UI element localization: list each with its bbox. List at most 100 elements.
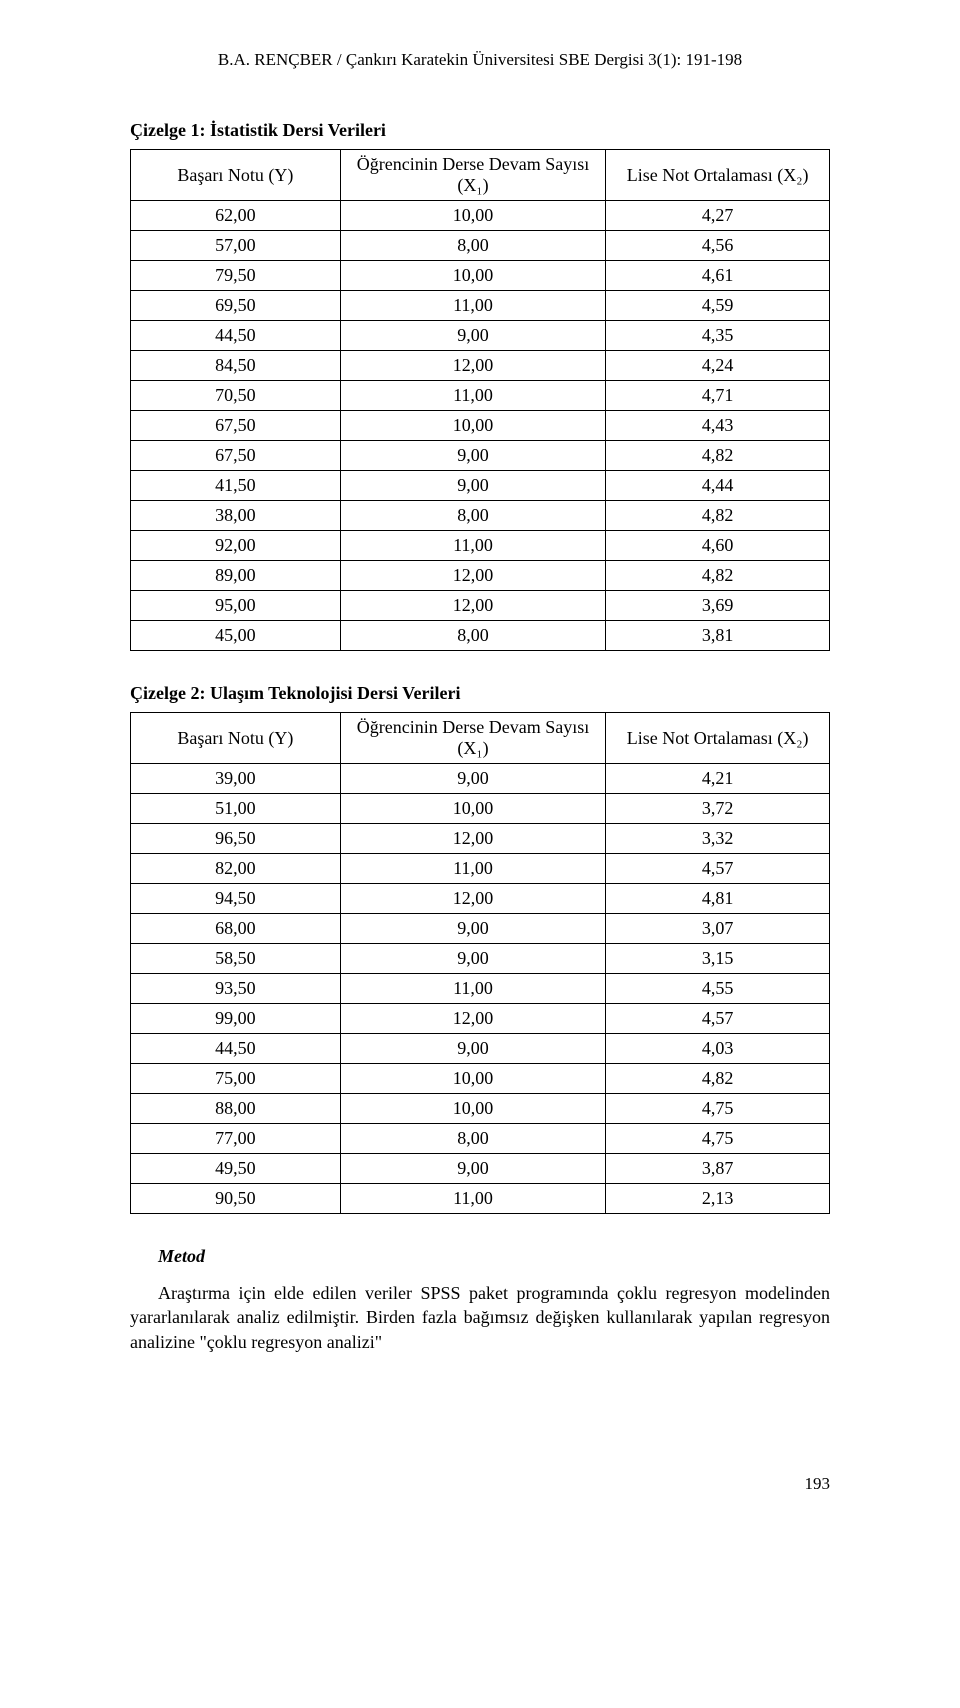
table-cell: 70,50 xyxy=(131,381,341,411)
table2-caption: Çizelge 2: Ulaşım Teknolojisi Dersi Veri… xyxy=(130,683,830,704)
table-cell: 4,03 xyxy=(606,1034,830,1064)
table-cell: 11,00 xyxy=(340,974,606,1004)
table-cell: 4,21 xyxy=(606,764,830,794)
table-cell: 4,35 xyxy=(606,321,830,351)
table2-header-row: Başarı Notu (Y) Öğrencinin Derse Devam S… xyxy=(131,713,830,764)
table-cell: 3,72 xyxy=(606,794,830,824)
table-cell: 38,00 xyxy=(131,501,341,531)
table-cell: 10,00 xyxy=(340,794,606,824)
table-cell: 8,00 xyxy=(340,621,606,651)
table-cell: 12,00 xyxy=(340,561,606,591)
table-cell: 4,75 xyxy=(606,1094,830,1124)
table-cell: 12,00 xyxy=(340,1004,606,1034)
table-cell: 4,24 xyxy=(606,351,830,381)
table-cell: 11,00 xyxy=(340,291,606,321)
table-cell: 90,50 xyxy=(131,1184,341,1214)
table-cell: 4,57 xyxy=(606,1004,830,1034)
table-cell: 3,81 xyxy=(606,621,830,651)
table2: Başarı Notu (Y) Öğrencinin Derse Devam S… xyxy=(130,712,830,1214)
table-cell: 88,00 xyxy=(131,1094,341,1124)
table-cell: 92,00 xyxy=(131,531,341,561)
table-cell: 10,00 xyxy=(340,201,606,231)
table-cell: 45,00 xyxy=(131,621,341,651)
table-cell: 12,00 xyxy=(340,591,606,621)
table-cell: 3,15 xyxy=(606,944,830,974)
table-cell: 9,00 xyxy=(340,321,606,351)
table-row: 67,5010,004,43 xyxy=(131,411,830,441)
table-cell: 12,00 xyxy=(340,824,606,854)
method-paragraph: Araştırma için elde edilen veriler SPSS … xyxy=(130,1281,830,1354)
table-row: 99,0012,004,57 xyxy=(131,1004,830,1034)
table-cell: 11,00 xyxy=(340,1184,606,1214)
table1-header-row: Başarı Notu (Y) Öğrencinin Derse Devam S… xyxy=(131,150,830,201)
table-row: 94,5012,004,81 xyxy=(131,884,830,914)
table-cell: 4,82 xyxy=(606,501,830,531)
table-row: 62,0010,004,27 xyxy=(131,201,830,231)
table-cell: 57,00 xyxy=(131,231,341,261)
table-row: 69,5011,004,59 xyxy=(131,291,830,321)
table2-col-header-1: Öğrencinin Derse Devam Sayısı (X₁) xyxy=(340,713,606,764)
table1-col-header-0: Başarı Notu (Y) xyxy=(131,150,341,201)
table-row: 70,5011,004,71 xyxy=(131,381,830,411)
method-title: Metod xyxy=(158,1246,830,1267)
table-row: 45,008,003,81 xyxy=(131,621,830,651)
table1: Başarı Notu (Y) Öğrencinin Derse Devam S… xyxy=(130,149,830,651)
table1-col-header-1: Öğrencinin Derse Devam Sayısı (X₁) xyxy=(340,150,606,201)
table-cell: 75,00 xyxy=(131,1064,341,1094)
table-cell: 9,00 xyxy=(340,1034,606,1064)
table-cell: 89,00 xyxy=(131,561,341,591)
table-row: 77,008,004,75 xyxy=(131,1124,830,1154)
table-cell: 12,00 xyxy=(340,884,606,914)
table2-col-header-2: Lise Not Ortalaması (X₂) xyxy=(606,713,830,764)
table-cell: 4,56 xyxy=(606,231,830,261)
table-cell: 9,00 xyxy=(340,441,606,471)
table-cell: 10,00 xyxy=(340,261,606,291)
table-row: 41,509,004,44 xyxy=(131,471,830,501)
table-cell: 95,00 xyxy=(131,591,341,621)
table-row: 75,0010,004,82 xyxy=(131,1064,830,1094)
table-cell: 9,00 xyxy=(340,914,606,944)
table-cell: 4,44 xyxy=(606,471,830,501)
table-cell: 4,81 xyxy=(606,884,830,914)
table-cell: 44,50 xyxy=(131,321,341,351)
table-cell: 8,00 xyxy=(340,501,606,531)
table-row: 68,009,003,07 xyxy=(131,914,830,944)
table-cell: 51,00 xyxy=(131,794,341,824)
table-cell: 2,13 xyxy=(606,1184,830,1214)
table-cell: 3,32 xyxy=(606,824,830,854)
table-cell: 11,00 xyxy=(340,854,606,884)
table-cell: 93,50 xyxy=(131,974,341,1004)
table-cell: 3,69 xyxy=(606,591,830,621)
table-cell: 84,50 xyxy=(131,351,341,381)
table-row: 51,0010,003,72 xyxy=(131,794,830,824)
table-cell: 67,50 xyxy=(131,411,341,441)
table-row: 38,008,004,82 xyxy=(131,501,830,531)
table-cell: 10,00 xyxy=(340,1064,606,1094)
table-cell: 4,57 xyxy=(606,854,830,884)
table-cell: 11,00 xyxy=(340,531,606,561)
table-row: 44,509,004,35 xyxy=(131,321,830,351)
table-cell: 4,82 xyxy=(606,441,830,471)
running-header: B.A. RENÇBER / Çankırı Karatekin Ünivers… xyxy=(130,50,830,70)
table-cell: 4,82 xyxy=(606,1064,830,1094)
table-cell: 82,00 xyxy=(131,854,341,884)
table-cell: 11,00 xyxy=(340,381,606,411)
table-cell: 41,50 xyxy=(131,471,341,501)
table-cell: 4,59 xyxy=(606,291,830,321)
table-cell: 12,00 xyxy=(340,351,606,381)
table-cell: 8,00 xyxy=(340,231,606,261)
page-number: 193 xyxy=(130,1474,830,1494)
table-row: 39,009,004,21 xyxy=(131,764,830,794)
table-cell: 44,50 xyxy=(131,1034,341,1064)
table-row: 90,5011,002,13 xyxy=(131,1184,830,1214)
table-row: 88,0010,004,75 xyxy=(131,1094,830,1124)
table1-col-header-2: Lise Not Ortalaması (X₂) xyxy=(606,150,830,201)
table-cell: 4,43 xyxy=(606,411,830,441)
table-row: 89,0012,004,82 xyxy=(131,561,830,591)
table-cell: 3,07 xyxy=(606,914,830,944)
table2-col-header-0: Başarı Notu (Y) xyxy=(131,713,341,764)
table-row: 67,509,004,82 xyxy=(131,441,830,471)
table-cell: 9,00 xyxy=(340,764,606,794)
table-cell: 10,00 xyxy=(340,411,606,441)
table-cell: 9,00 xyxy=(340,944,606,974)
